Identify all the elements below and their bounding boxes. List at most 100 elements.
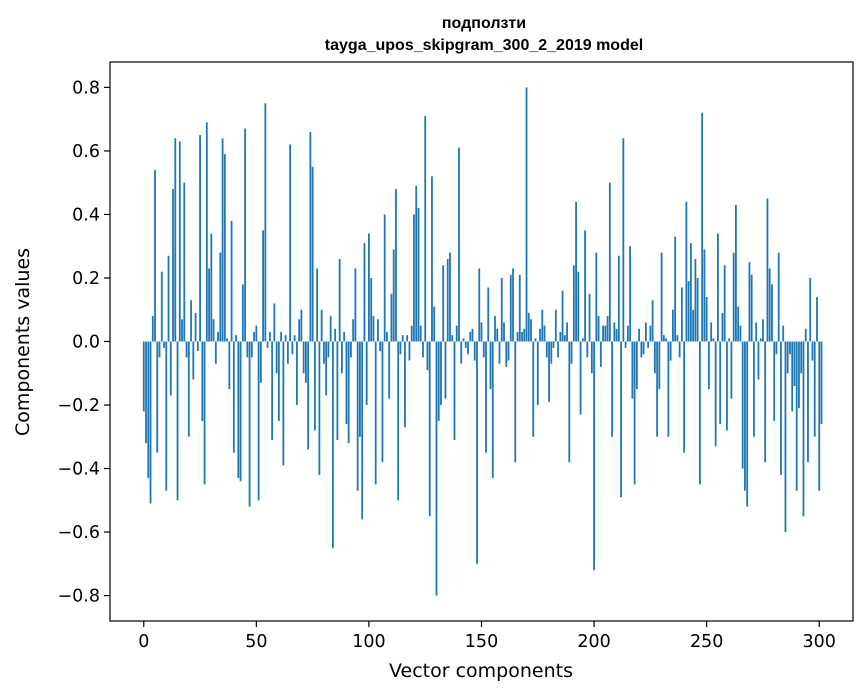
x-tick-label: 250: [690, 632, 723, 652]
bar: [205, 122, 208, 342]
bar: [395, 189, 397, 342]
bar: [478, 268, 481, 342]
bar: [158, 341, 161, 358]
bar: [678, 341, 681, 358]
bar: [262, 230, 264, 342]
bar: [762, 319, 764, 342]
bar: [320, 309, 323, 342]
bar: [541, 309, 544, 342]
bar: [214, 341, 217, 364]
bar: [268, 331, 271, 342]
bar: [656, 341, 659, 437]
bar: [381, 341, 384, 463]
bar: [239, 341, 242, 482]
bar: [185, 341, 188, 358]
bar: [437, 341, 440, 421]
bar: [467, 341, 469, 355]
bar: [368, 233, 370, 342]
bar: [298, 319, 301, 342]
bar: [635, 341, 638, 390]
y-tick-label: 0.2: [72, 269, 100, 289]
bar: [149, 341, 152, 504]
bar: [539, 328, 541, 342]
bar: [446, 258, 449, 342]
bar: [696, 277, 699, 342]
bar: [187, 341, 190, 437]
bar: [640, 341, 643, 358]
bar: [644, 322, 647, 342]
y-axis: −0.8 −0.6 −0.4 −0.2 0.0 0.2 0.4 0.6 0.8: [58, 78, 110, 607]
bar: [482, 341, 485, 358]
bar: [208, 268, 210, 342]
bar: [629, 246, 631, 342]
bar: [802, 341, 805, 517]
bar: [336, 341, 339, 440]
bar: [223, 154, 226, 342]
bar: [237, 341, 240, 479]
bar: [338, 258, 341, 342]
bar: [739, 325, 742, 342]
bar: [201, 341, 204, 421]
bar: [282, 341, 285, 466]
bar: [363, 243, 366, 342]
bar: [521, 331, 523, 342]
bar: [789, 341, 791, 355]
x-tick-label: 200: [577, 632, 610, 652]
bar: [649, 325, 652, 342]
bar: [784, 341, 787, 533]
bar: [192, 341, 195, 380]
bar: [354, 268, 357, 342]
bar: [554, 309, 557, 342]
bar: [694, 258, 697, 342]
bar: [651, 300, 654, 342]
bar: [809, 277, 812, 342]
bar: [660, 252, 663, 342]
bar: [487, 287, 490, 342]
bar: [397, 341, 400, 501]
bar: [813, 341, 816, 437]
bar: [190, 300, 192, 342]
bar: [433, 306, 436, 342]
bar: [593, 341, 595, 571]
bar: [757, 341, 760, 380]
bar: [377, 319, 379, 342]
bar: [507, 341, 510, 361]
bar: [534, 338, 537, 342]
bar: [685, 201, 688, 342]
bar: [631, 341, 634, 399]
bar: [665, 338, 668, 342]
bar: [372, 316, 375, 342]
bar: [523, 328, 526, 342]
bar: [241, 284, 244, 342]
bar: [680, 287, 683, 342]
bar: [611, 341, 613, 437]
bar: [577, 271, 580, 342]
bar: [174, 138, 177, 342]
bar: [163, 341, 165, 348]
y-tick-label: 0.0: [72, 333, 100, 353]
bar: [451, 335, 454, 342]
bar: [316, 268, 319, 342]
bar: [347, 341, 350, 444]
bar: [151, 316, 154, 342]
bar: [509, 274, 512, 342]
bar: [350, 341, 352, 358]
bar: [246, 341, 249, 358]
bar: [703, 249, 706, 342]
bar: [203, 341, 206, 485]
bar: [217, 331, 219, 342]
bar: [322, 341, 325, 364]
bar: [613, 322, 616, 342]
bar: [732, 252, 735, 342]
bar: [419, 325, 422, 342]
bar: [683, 341, 686, 453]
bar: [816, 297, 818, 342]
bar: [750, 274, 753, 342]
bar: [309, 131, 312, 342]
bar: [327, 341, 330, 358]
bar: [780, 341, 782, 475]
bar: [811, 341, 814, 361]
bar: [489, 341, 492, 390]
bar: [453, 341, 456, 440]
bar: [726, 341, 728, 431]
